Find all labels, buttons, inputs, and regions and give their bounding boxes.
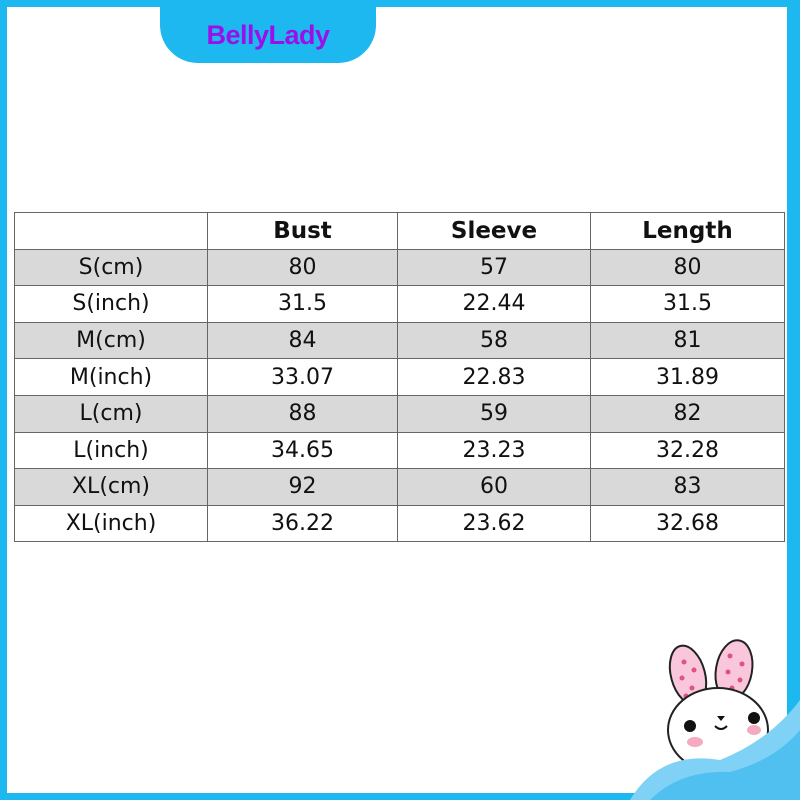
measurement-cell: 34.65 — [207, 431, 398, 470]
measurement-cell: 31.89 — [590, 358, 785, 396]
measurement-cell: 32.28 — [590, 431, 785, 470]
measurement-cell: 23.23 — [397, 431, 591, 470]
measurement-cell: 33.07 — [207, 358, 398, 396]
table-row: S(inch) 31.5 22.44 31.5 — [14, 285, 785, 323]
size-label-cell: S(cm) — [14, 248, 208, 287]
table-row: L(cm) 88 59 82 — [14, 394, 785, 433]
measurement-cell: 58 — [397, 321, 591, 360]
table-row: M(inch) 33.07 22.83 31.89 — [14, 358, 785, 396]
measurement-cell: 36.22 — [207, 504, 398, 543]
measurement-cell: 32.68 — [590, 504, 785, 543]
measurement-cell: 81 — [590, 321, 785, 360]
measurement-cell: 88 — [207, 394, 398, 433]
measurement-cell: 80 — [590, 248, 785, 287]
bunny-icon — [630, 639, 800, 800]
table-row: L(inch) 34.65 23.23 32.28 — [14, 431, 785, 470]
size-label-cell: M(inch) — [14, 358, 208, 396]
table-row: XL(inch) 36.22 23.62 32.68 — [14, 504, 785, 543]
measurement-cell: 60 — [397, 468, 591, 506]
header-cell: Length — [590, 212, 785, 250]
brand-name: BellyLady — [206, 19, 330, 50]
size-label-cell: L(inch) — [14, 431, 208, 470]
brand-tab: BellyLady — [160, 7, 376, 63]
size-label-cell: XL(inch) — [14, 504, 208, 543]
header-row: Bust Sleeve Length — [14, 212, 785, 250]
size-label-cell: L(cm) — [14, 394, 208, 433]
measurement-cell: 80 — [207, 248, 398, 287]
table-row: M(cm) 84 58 81 — [14, 321, 785, 360]
header-cell — [14, 212, 208, 250]
header-cell: Bust — [207, 212, 398, 250]
measurement-cell: 22.44 — [397, 285, 591, 323]
measurement-cell: 57 — [397, 248, 591, 287]
measurement-cell: 83 — [590, 468, 785, 506]
size-label-cell: XL(cm) — [14, 468, 208, 506]
measurement-cell: 82 — [590, 394, 785, 433]
table-row: S(cm) 80 57 80 — [14, 248, 785, 287]
header-cell: Sleeve — [397, 212, 591, 250]
size-label-cell: S(inch) — [14, 285, 208, 323]
measurement-cell: 22.83 — [397, 358, 591, 396]
table-row: XL(cm) 92 60 83 — [14, 468, 785, 506]
measurement-cell: 23.62 — [397, 504, 591, 543]
measurement-cell: 31.5 — [590, 285, 785, 323]
size-chart-table: Bust Sleeve Length S(cm) 80 57 80 S(inch) 31.… — [14, 212, 785, 543]
measurement-cell: 92 — [207, 468, 398, 506]
measurement-cell: 84 — [207, 321, 398, 360]
size-label-cell: M(cm) — [14, 321, 208, 360]
measurement-cell: 31.5 — [207, 285, 398, 323]
measurement-cell: 59 — [397, 394, 591, 433]
